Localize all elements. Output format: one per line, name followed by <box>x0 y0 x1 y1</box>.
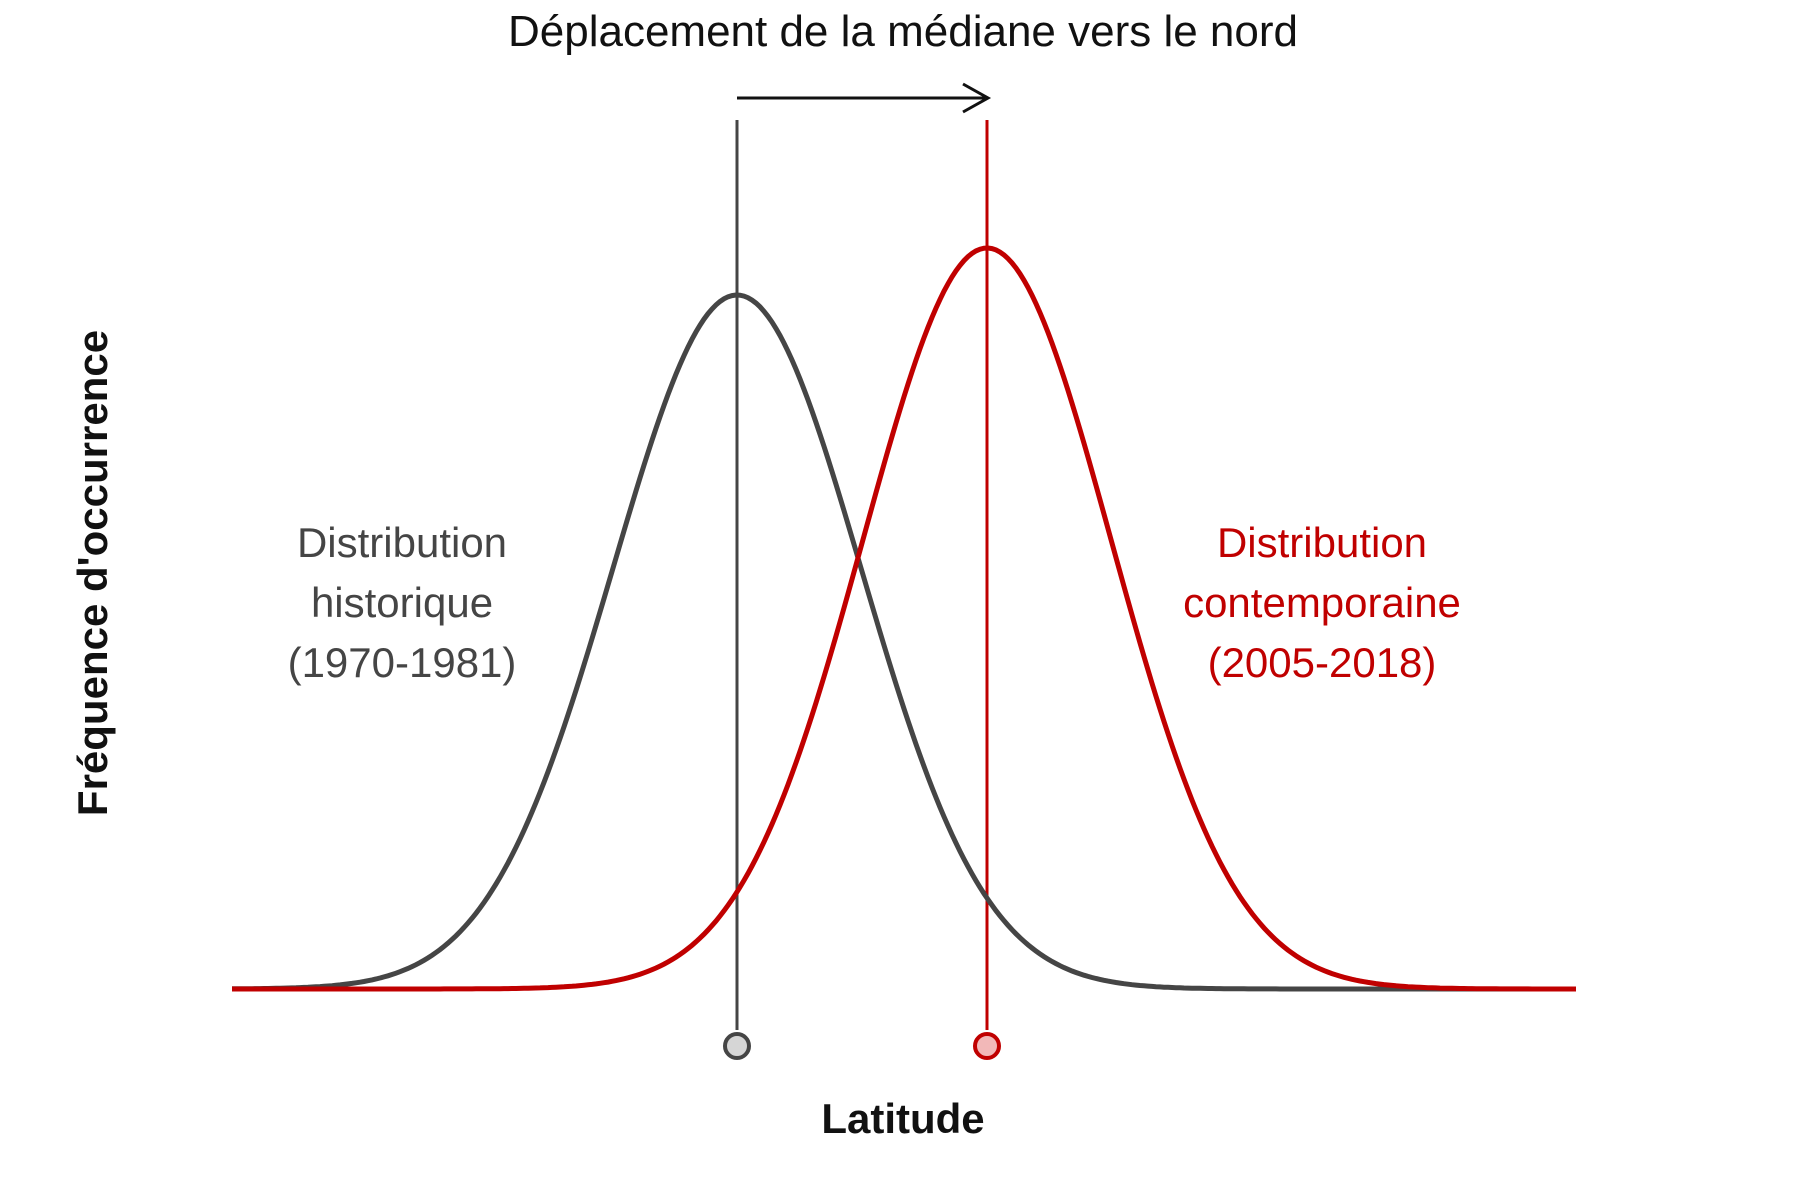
contemporary-label-line: (2005-2018) <box>1208 639 1437 686</box>
historical-label-line: Distribution <box>297 519 507 566</box>
historical-label-line: historique <box>311 579 493 626</box>
contemporary-median-marker <box>973 1032 1001 1060</box>
diagram-title: Déplacement de la médiane vers le nord <box>508 7 1298 56</box>
contemporary-label-line: Distribution <box>1217 519 1427 566</box>
contemporary-distribution-label: Distribution contemporaine (2005-2018) <box>1183 519 1461 686</box>
historical-median-marker <box>723 1032 751 1060</box>
contemporary-label-line: contemporaine <box>1183 579 1461 626</box>
contemporary-distribution-curve <box>232 245 1576 992</box>
arrow-right-icon <box>737 82 992 114</box>
historical-distribution-curve <box>232 292 1576 992</box>
historical-distribution-label: Distribution historique (1970-1981) <box>288 519 517 686</box>
x-axis-label: Latitude <box>821 1095 984 1142</box>
historical-label-line: (1970-1981) <box>288 639 517 686</box>
y-axis-label: Fréquence d'occurrence <box>69 330 116 816</box>
